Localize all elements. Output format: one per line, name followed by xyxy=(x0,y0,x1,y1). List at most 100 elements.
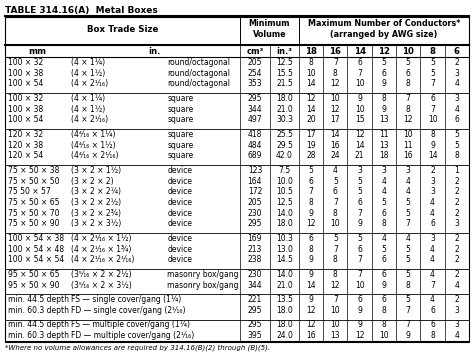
Text: 295: 295 xyxy=(248,94,262,103)
Text: 6: 6 xyxy=(430,306,435,315)
Text: 10: 10 xyxy=(355,104,365,113)
Text: 3: 3 xyxy=(430,177,435,186)
Text: 353: 353 xyxy=(247,79,262,88)
Text: 12: 12 xyxy=(306,94,316,103)
Text: 6: 6 xyxy=(333,187,338,196)
Text: 16: 16 xyxy=(403,151,413,160)
Text: 7: 7 xyxy=(406,306,410,315)
Text: 18: 18 xyxy=(305,47,317,56)
Text: in.: in. xyxy=(148,47,160,56)
Text: 2: 2 xyxy=(455,256,459,265)
Text: 8: 8 xyxy=(406,104,410,113)
Text: Maximum Number of Conductors*
(arranged by AWG size): Maximum Number of Conductors* (arranged … xyxy=(308,19,460,39)
Text: 10.3: 10.3 xyxy=(276,234,293,243)
Text: 7: 7 xyxy=(309,187,313,196)
Text: 2: 2 xyxy=(455,270,459,279)
Text: Box Trade Size: Box Trade Size xyxy=(87,25,158,34)
Text: 9: 9 xyxy=(309,209,313,218)
Text: masonry box/gang: masonry box/gang xyxy=(167,270,239,279)
Text: 5: 5 xyxy=(430,69,435,78)
Text: 10: 10 xyxy=(355,281,365,290)
Text: 75 × 50 × 70: 75 × 50 × 70 xyxy=(8,209,60,218)
Text: 6: 6 xyxy=(309,177,313,186)
Text: 21.5: 21.5 xyxy=(276,79,293,88)
Text: 497: 497 xyxy=(247,115,262,124)
Text: 7: 7 xyxy=(406,94,410,103)
Text: 3: 3 xyxy=(430,187,435,196)
Text: 29.5: 29.5 xyxy=(276,140,293,150)
Text: 21.0: 21.0 xyxy=(276,281,293,290)
Text: 295: 295 xyxy=(248,219,262,228)
Text: 4: 4 xyxy=(430,270,435,279)
Text: cm³: cm³ xyxy=(246,47,264,56)
Text: 8: 8 xyxy=(406,79,410,88)
Text: 9: 9 xyxy=(406,331,410,340)
Text: 12: 12 xyxy=(403,115,413,124)
Text: 172: 172 xyxy=(248,187,262,196)
Text: 5: 5 xyxy=(455,130,459,139)
Text: 19: 19 xyxy=(306,140,316,150)
Text: 7: 7 xyxy=(430,104,435,113)
Text: (4 × 2¹⁄₁₆ × 1½): (4 × 2¹⁄₁₆ × 1½) xyxy=(71,234,131,243)
Text: 120 × 54: 120 × 54 xyxy=(8,151,43,160)
Text: 6: 6 xyxy=(382,295,386,304)
Text: 418: 418 xyxy=(248,130,262,139)
Text: (3 × 2 × 2¼): (3 × 2 × 2¼) xyxy=(71,187,120,196)
Text: square: square xyxy=(167,115,193,124)
Text: 6: 6 xyxy=(454,47,460,56)
Text: 95 × 50 × 90: 95 × 50 × 90 xyxy=(8,281,60,290)
Text: 14.0: 14.0 xyxy=(276,270,293,279)
Text: 14.0: 14.0 xyxy=(276,209,293,218)
Text: 2: 2 xyxy=(430,166,435,175)
Text: 75 × 50 × 38: 75 × 50 × 38 xyxy=(8,166,59,175)
Text: FD — single cover/gang (2¹⁄₁₆): FD — single cover/gang (2¹⁄₁₆) xyxy=(71,306,185,315)
Text: 25.5: 25.5 xyxy=(276,130,293,139)
Text: Minimum
Volume: Minimum Volume xyxy=(248,19,290,39)
Text: 12: 12 xyxy=(355,130,365,139)
Text: 10.0: 10.0 xyxy=(276,177,293,186)
Text: 14: 14 xyxy=(355,140,365,150)
Text: 11: 11 xyxy=(403,140,413,150)
Text: 6: 6 xyxy=(430,320,435,330)
Text: 6: 6 xyxy=(309,234,313,243)
Text: 9: 9 xyxy=(309,270,313,279)
Text: mm: mm xyxy=(28,47,46,56)
Text: 6: 6 xyxy=(430,219,435,228)
Text: 13: 13 xyxy=(330,331,340,340)
Text: 12: 12 xyxy=(306,219,316,228)
Text: 2: 2 xyxy=(455,245,459,254)
Text: 21: 21 xyxy=(355,151,365,160)
Text: 12: 12 xyxy=(306,320,316,330)
Text: (3⁵⁄₁₆ × 2 × 2½): (3⁵⁄₁₆ × 2 × 2½) xyxy=(71,270,131,279)
Text: 42.0: 42.0 xyxy=(276,151,293,160)
Text: 100 × 54 × 54: 100 × 54 × 54 xyxy=(8,256,64,265)
Text: 28: 28 xyxy=(306,151,316,160)
Text: 8: 8 xyxy=(309,245,313,254)
Text: 8: 8 xyxy=(430,331,435,340)
Text: 6: 6 xyxy=(430,94,435,103)
Text: 24: 24 xyxy=(330,151,340,160)
Text: 2: 2 xyxy=(455,198,459,207)
Text: 75 × 50 × 50: 75 × 50 × 50 xyxy=(8,177,60,186)
Text: 164: 164 xyxy=(248,177,262,186)
Text: 221: 221 xyxy=(248,295,262,304)
Text: 8: 8 xyxy=(382,94,386,103)
Text: 13: 13 xyxy=(379,115,389,124)
Text: min. 60.3 depth: min. 60.3 depth xyxy=(8,306,69,315)
Text: 7: 7 xyxy=(357,256,362,265)
Text: 18.0: 18.0 xyxy=(276,320,293,330)
Text: TABLE 314.16(A)  Metal Boxes: TABLE 314.16(A) Metal Boxes xyxy=(5,6,158,15)
Text: 100 × 54 × 38: 100 × 54 × 38 xyxy=(8,234,64,243)
Text: 4: 4 xyxy=(430,256,435,265)
Text: (3 × 2 × 2): (3 × 2 × 2) xyxy=(71,177,113,186)
Text: 15: 15 xyxy=(355,115,365,124)
Text: 12: 12 xyxy=(330,104,340,113)
Text: 6: 6 xyxy=(382,69,386,78)
Text: 8: 8 xyxy=(406,281,410,290)
Text: 3: 3 xyxy=(455,94,459,103)
Text: (4 × 2¹⁄₁₆): (4 × 2¹⁄₁₆) xyxy=(71,115,108,124)
Text: 213: 213 xyxy=(248,245,262,254)
Text: 5: 5 xyxy=(455,140,459,150)
Text: 4: 4 xyxy=(382,187,386,196)
Text: 8: 8 xyxy=(309,198,313,207)
